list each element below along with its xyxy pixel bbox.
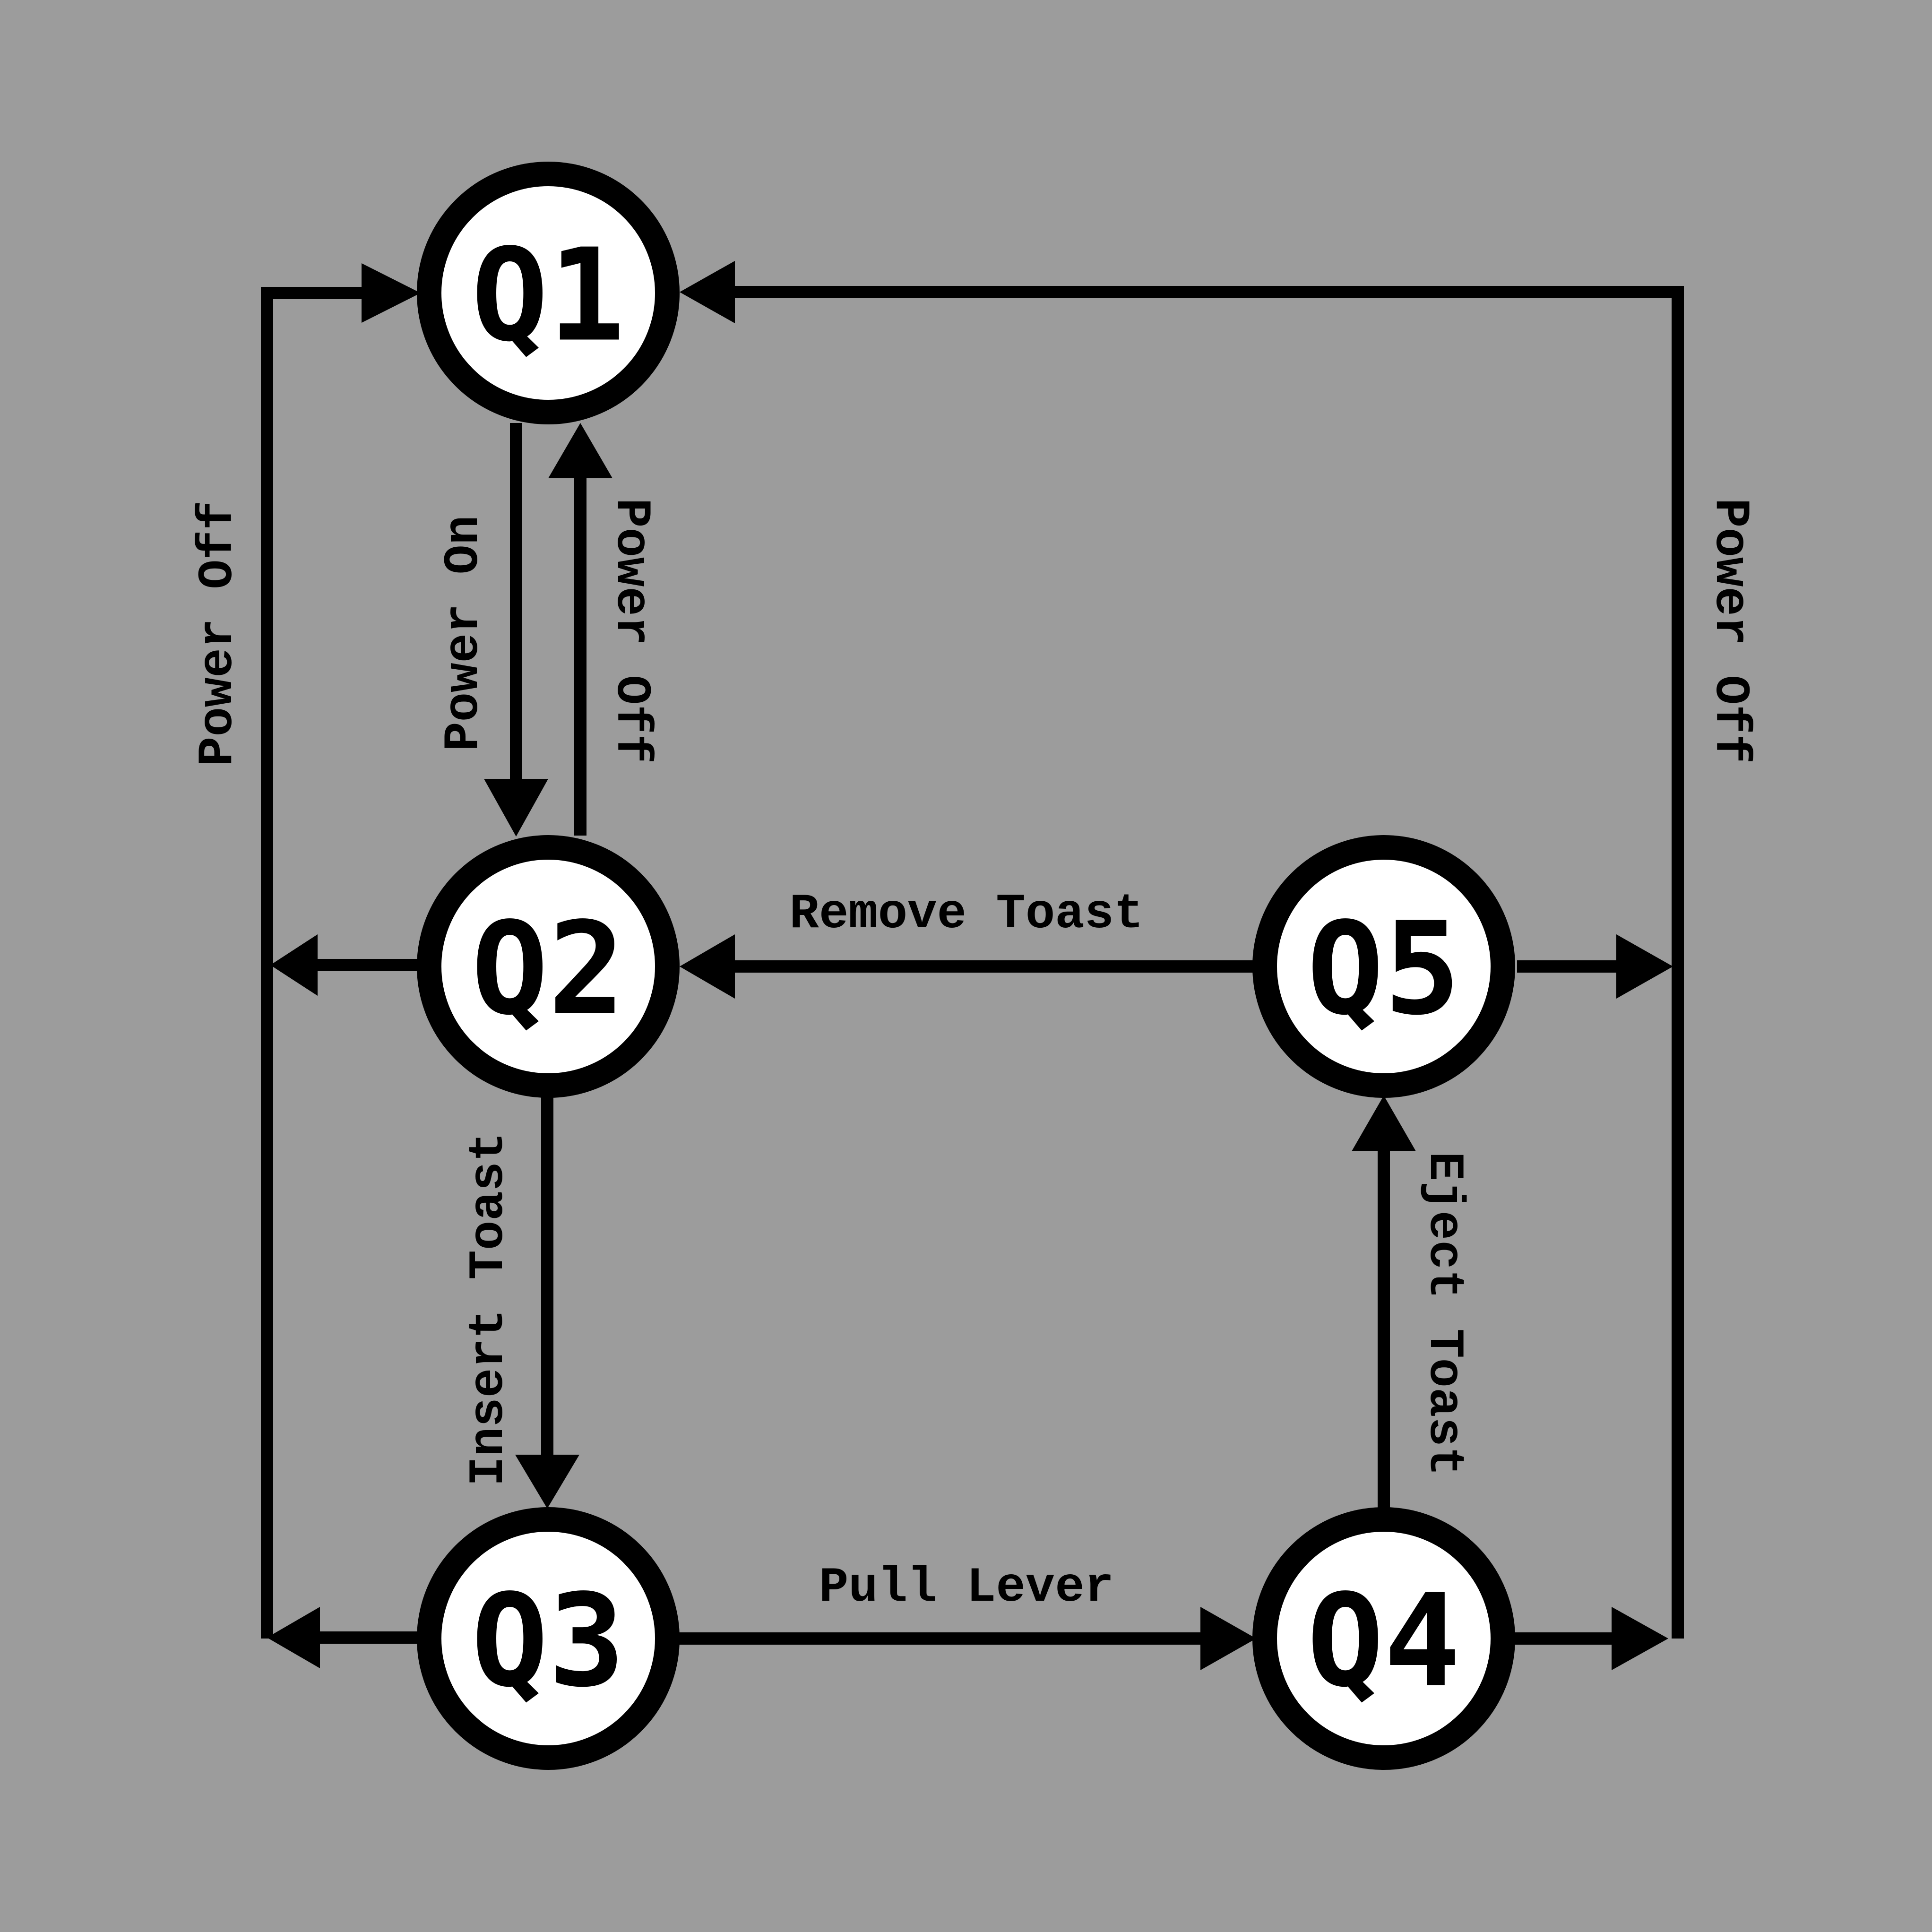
state-label-q4: Q4: [1307, 1567, 1460, 1716]
edge-label-right-power-off: Power Off: [1702, 498, 1758, 764]
edge-label-power-on: Power On: [436, 515, 492, 751]
state-node-q4: Q4: [1252, 1507, 1515, 1770]
state-node-q2: Q2: [417, 835, 680, 1098]
state-label-q1: Q1: [471, 221, 625, 370]
edge-q5-to-right-bus: [1517, 934, 1673, 999]
edge-q2-to-q3: [515, 1095, 579, 1509]
edge-q2-to-q1: [548, 423, 612, 836]
edge-q3-to-left-bus: [267, 1607, 418, 1668]
state-label-q2: Q2: [471, 895, 625, 1044]
edge-q5-to-q2: [680, 934, 1253, 999]
right-power-off-bus: [680, 261, 1684, 1639]
edge-label-power-off-q2-q1: Power Off: [603, 498, 659, 764]
state-label-q5: Q5: [1307, 895, 1460, 1044]
state-node-q5: Q5: [1252, 835, 1515, 1098]
edge-q4-to-q5: [1352, 1095, 1416, 1509]
edge-label-left-power-off: Power Off: [190, 500, 246, 766]
state-node-q1: Q1: [417, 162, 680, 424]
edge-label-remove-toast: Remove Toast: [790, 887, 1144, 942]
state-node-q3: Q3: [417, 1507, 680, 1770]
edge-label-eject-toast: Eject Toast: [1416, 1152, 1472, 1476]
edge-q3-to-q4: [678, 1607, 1256, 1670]
left-power-off-bus: [261, 263, 421, 1639]
edge-q2-to-left-bus: [270, 934, 418, 996]
state-label-q3: Q3: [471, 1567, 625, 1716]
edge-q1-to-q2: [484, 423, 548, 837]
edge-label-insert-toast: Insert Toast: [461, 1132, 517, 1486]
edge-label-pull-lever: Pull Lever: [819, 1560, 1114, 1616]
edge-q4-to-right-bus: [1515, 1607, 1668, 1670]
